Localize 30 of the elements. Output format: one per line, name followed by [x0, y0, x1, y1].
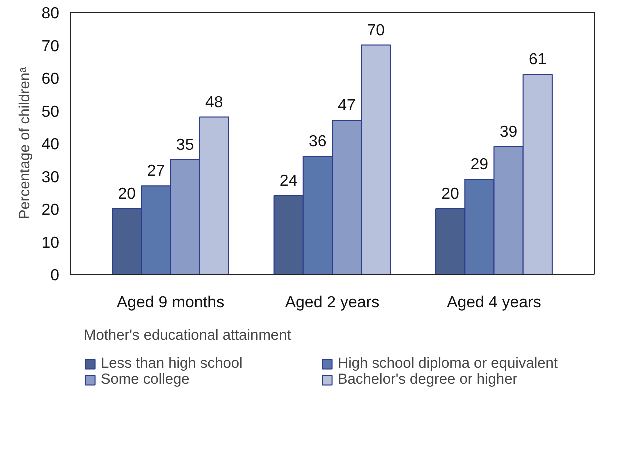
data-label: 61: [528, 52, 547, 69]
y-axis-title: Percentage of childrenᵃ: [18, 66, 34, 220]
x-tick-label: Aged 4 years: [447, 294, 542, 312]
x-tick-label: Aged 2 years: [285, 294, 380, 312]
data-label: 47: [338, 98, 356, 115]
y-tick-label: 0: [50, 268, 60, 284]
y-tick-label: 40: [42, 136, 60, 154]
data-label: 70: [367, 22, 386, 40]
y-tick-label: 30: [42, 169, 60, 186]
data-label: 20: [442, 186, 460, 203]
data-label: 24: [280, 172, 298, 190]
y-tick-label: 60: [42, 71, 60, 88]
y-tick-label: 70: [42, 38, 60, 56]
x-tick-label: Aged 9 months: [116, 294, 225, 312]
y-tick-label: 10: [42, 234, 60, 252]
legend-label: Some college: [101, 372, 191, 388]
y-tick-label: 20: [42, 202, 60, 219]
data-label: 20: [118, 186, 136, 203]
data-label: 29: [470, 156, 489, 174]
data-label: 36: [309, 134, 327, 151]
data-label: 39: [500, 124, 518, 141]
legend-label: High school diploma or equivalent: [338, 356, 558, 372]
data-label: 35: [176, 136, 194, 154]
legend-label: Less than high school: [101, 356, 244, 372]
legend-title: Mother's educational attainment: [84, 328, 292, 344]
data-label: 48: [206, 94, 224, 112]
legend-label: Bachelor's degree or higher: [338, 372, 519, 388]
data-label: 27: [147, 163, 166, 180]
y-tick-label: 80: [42, 6, 60, 22]
y-tick-label: 50: [42, 104, 60, 121]
